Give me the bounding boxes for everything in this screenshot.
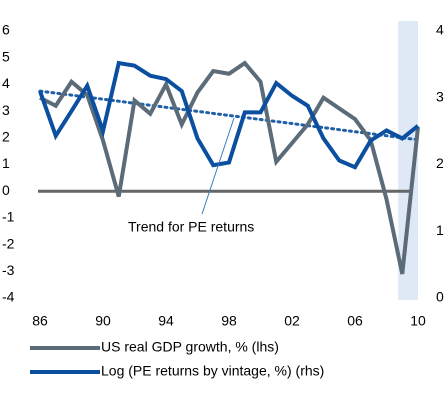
y2-tick-label: 4 — [436, 22, 444, 38]
y-tick-label: 6 — [2, 22, 10, 38]
annotation-pointer — [201, 117, 235, 215]
y-tick-label: 4 — [2, 75, 10, 91]
y-tick-label: -2 — [2, 235, 15, 251]
x-tick-label: 06 — [347, 313, 363, 329]
trend-line — [38, 89, 420, 142]
series-line — [38, 60, 420, 170]
y-tick-label: 1 — [2, 155, 10, 171]
y2-tick-label: 1 — [436, 222, 444, 238]
y-tick-label: 5 — [2, 48, 10, 64]
x-tick-label: 86 — [32, 313, 48, 329]
annotation: Trend for PE returns — [128, 219, 254, 235]
x-tick-label: 10 — [410, 313, 426, 329]
y2-tick-label: 2 — [436, 155, 444, 171]
y-tick-label: 3 — [2, 102, 10, 118]
y2-tick-label: 0 — [436, 289, 444, 305]
y-tick-label: -4 — [2, 289, 15, 305]
series-line — [39, 60, 420, 275]
legend-label: US real GDP growth, % (lhs) — [101, 339, 279, 355]
shaded-period — [398, 21, 418, 300]
x-tick-label: 02 — [284, 313, 300, 329]
y-tick-label: 0 — [2, 182, 10, 198]
x-tick-label: 90 — [95, 313, 111, 329]
legend-label: Log (PE returns by vintage, %) (rhs) — [101, 363, 324, 379]
y-tick-label: -1 — [2, 209, 15, 225]
x-tick-label: 94 — [158, 313, 174, 329]
y-tick-label: 2 — [2, 129, 10, 145]
y2-tick-label: 3 — [436, 88, 444, 104]
x-tick-label: 98 — [221, 313, 237, 329]
y-tick-label: -3 — [2, 262, 15, 278]
